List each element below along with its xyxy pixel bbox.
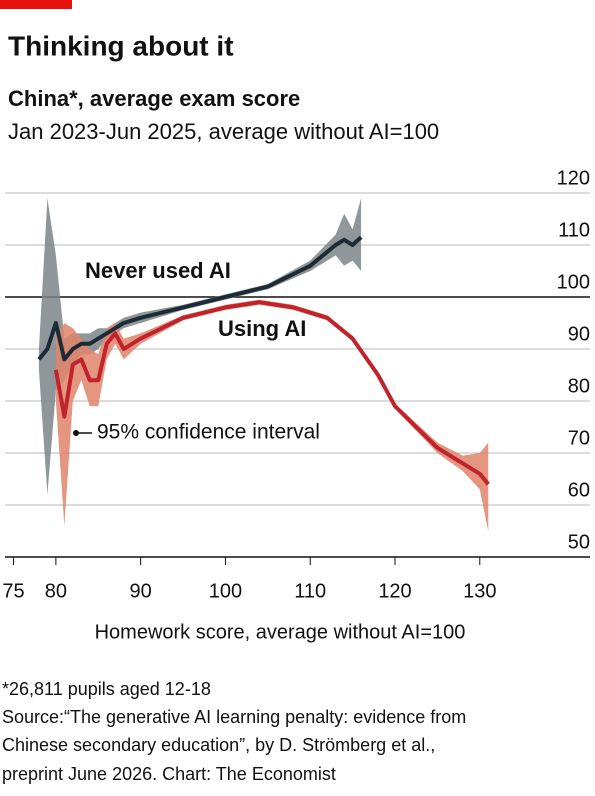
chart-title: Thinking about it: [8, 30, 234, 61]
annotation: 95% confidence interval: [97, 421, 320, 444]
y-tick-label: 110: [558, 219, 590, 241]
chart-subtitle: Jan 2023-Jun 2025, average without AI=10…: [8, 119, 439, 144]
legend-label: Using AI: [218, 316, 306, 341]
legend-label: Never used AI: [85, 258, 231, 283]
x-axis-label: Homework score, average without AI=100: [95, 621, 466, 643]
source: Chinese secondary education”, by D. Strö…: [2, 735, 435, 755]
source: Source:“The generative AI learning penal…: [2, 707, 466, 727]
y-tick-label: 70: [568, 427, 590, 449]
series-line: [53, 300, 490, 486]
y-tick-label: 120: [557, 167, 590, 189]
footnote: *26,811 pupils aged 12-18: [2, 679, 211, 699]
series-line: [37, 235, 363, 362]
y-tick-label: 60: [568, 479, 590, 501]
x-tick-label: 80: [45, 580, 67, 602]
source: preprint June 2026. Chart: The Economist: [2, 764, 336, 784]
y-tick-label: 90: [568, 323, 590, 345]
chart-subtitle: China*, average exam score: [8, 86, 300, 111]
y-tick-label: 50: [568, 531, 590, 553]
x-tick-label: 100: [209, 580, 242, 602]
annotation-dot: [73, 430, 79, 436]
brand-bar: [0, 0, 72, 9]
x-tick-label: 90: [130, 580, 152, 602]
x-tick-label: 110: [294, 580, 326, 602]
y-tick-label: 80: [568, 375, 590, 397]
x-tick-label: 130: [463, 580, 496, 602]
x-tick-label: 75: [2, 580, 24, 602]
x-tick-label: 120: [378, 580, 411, 602]
y-tick-label: 100: [557, 271, 590, 293]
